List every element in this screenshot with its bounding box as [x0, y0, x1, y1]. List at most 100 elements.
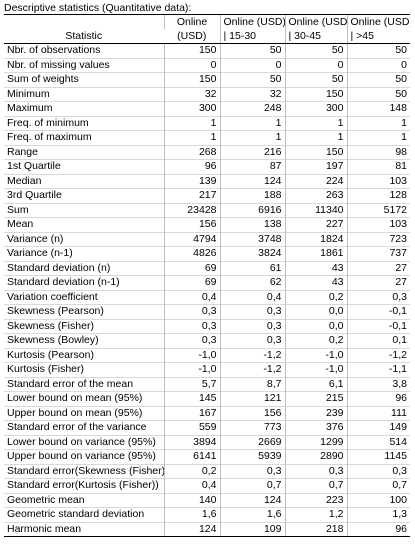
row-value: 773: [219, 420, 285, 435]
row-value: 218: [284, 521, 347, 537]
row-value: 1: [346, 115, 410, 131]
row-value: 140: [163, 492, 220, 508]
row-value: 1,6: [163, 507, 220, 522]
row-value: 11340: [284, 202, 347, 218]
row-value: 50: [219, 72, 285, 87]
row-value: 69: [163, 260, 220, 276]
row-value: 111: [346, 405, 410, 421]
row-value: 0,4: [219, 289, 285, 305]
row-value: 3824: [219, 246, 285, 261]
row-label: Standard deviation (n): [4, 260, 164, 276]
row-value: 376: [284, 420, 347, 435]
row-value: -1,0: [284, 362, 347, 377]
table-header: Statistic Online Online (USD) Online (US…: [4, 14, 410, 44]
table-row: Standard error(Kurtosis (Fisher)) 0,4 0,7 0…: [4, 478, 410, 493]
row-value: 0,3: [163, 304, 220, 319]
table-row: Skewness (Pearson) 0,3 0,3 0,0 -0,1: [4, 304, 410, 319]
row-label: Median: [4, 173, 164, 189]
table-row: Nbr. of missing values 0 0 0 0: [4, 57, 410, 73]
header-row-2: (USD) | 15-30 | 30-45 | >45: [4, 29, 410, 44]
row-label: 1st Quartile: [4, 159, 164, 174]
row-value: 138: [219, 217, 285, 232]
row-value: 121: [219, 391, 285, 406]
row-value: 61: [219, 260, 285, 276]
row-value: 32: [163, 86, 220, 102]
descriptive-statistics-table: Statistic Online Online (USD) Online (US…: [4, 14, 410, 537]
row-value: 6141: [163, 449, 220, 464]
row-label: Geometric mean: [4, 492, 164, 508]
row-value: 3,8: [346, 376, 410, 392]
table-row: Range 268 216 150 98: [4, 144, 410, 160]
row-label: Nbr. of missing values: [4, 57, 164, 73]
row-label: Standard error(Kurtosis (Fisher)): [4, 478, 164, 493]
row-value: 3748: [219, 231, 285, 247]
table-row: Standard error of the mean 5,7 8,7 6,1 3,8: [4, 376, 410, 392]
row-value: 2669: [219, 434, 285, 450]
row-label: Upper bound on variance (95%): [4, 449, 164, 464]
row-value: 103: [346, 217, 410, 232]
row-value: 1: [219, 115, 285, 131]
row-value: 217: [163, 188, 220, 203]
row-value: 124: [163, 521, 220, 537]
table-row: Standard error(Skewness (Fisher)) 0,2 0,3 0…: [4, 463, 410, 479]
row-value: 32: [219, 86, 285, 102]
row-value: -1,2: [219, 347, 285, 363]
row-label: 3rd Quartile: [4, 188, 164, 203]
row-value: -0,1: [346, 304, 410, 319]
row-value: -1,0: [284, 347, 347, 363]
row-value: 0,3: [346, 289, 410, 305]
row-value: 43: [284, 260, 347, 276]
row-value: 1,3: [346, 507, 410, 522]
row-value: 3894: [163, 434, 220, 450]
row-value: 50: [284, 43, 347, 58]
row-value: 50: [346, 86, 410, 102]
row-value: 263: [284, 188, 347, 203]
row-value: 0,3: [163, 333, 220, 348]
table-row: Geometric mean 140 124 223 100: [4, 492, 410, 508]
row-value: 223: [284, 492, 347, 508]
row-label: Variance (n): [4, 231, 164, 247]
row-value: 1,2: [284, 507, 347, 522]
row-value: 1861: [284, 246, 347, 261]
row-value: 215: [284, 391, 347, 406]
row-value: -1,1: [346, 362, 410, 377]
row-label: Variance (n-1): [4, 246, 164, 261]
table-caption: Descriptive statistics (Quantitative dat…: [4, 2, 192, 14]
row-value: 27: [346, 275, 410, 290]
row-label: Skewness (Bowley): [4, 333, 164, 348]
row-label: Upper bound on mean (95%): [4, 405, 164, 421]
row-value: 124: [219, 173, 285, 189]
row-value: 156: [163, 217, 220, 232]
row-value: 514: [346, 434, 410, 450]
row-value: 188: [219, 188, 285, 203]
row-value: 96: [346, 521, 410, 537]
table-row: Skewness (Bowley) 0,3 0,3 0,2 0,1: [4, 333, 410, 348]
row-value: 50: [346, 43, 410, 58]
row-label: Harmonic mean: [4, 521, 164, 537]
column-header-over-45-line2: | >45: [346, 29, 410, 44]
row-value: 103: [346, 173, 410, 189]
row-label: Skewness (Pearson): [4, 304, 164, 319]
row-label: Standard error of the mean: [4, 376, 164, 392]
row-value: 4826: [163, 246, 220, 261]
row-value: 300: [163, 101, 220, 116]
row-label: Skewness (Fisher): [4, 318, 164, 334]
row-label: Sum: [4, 202, 164, 218]
row-value: 0,2: [163, 463, 220, 479]
row-value: 98: [346, 144, 410, 160]
row-value: 0: [219, 57, 285, 73]
row-value: 0: [284, 57, 347, 73]
table-body: Nbr. of observations 150 50 50 50 Nbr. of mis…: [4, 43, 410, 537]
row-value: 139: [163, 173, 220, 189]
row-value: 156: [219, 405, 285, 421]
table-row: 1st Quartile 96 87 197 81: [4, 159, 410, 174]
row-value: 128: [346, 188, 410, 203]
row-label: Standard error of the variance: [4, 420, 164, 435]
table-row: Nbr. of observations 150 50 50 50: [4, 43, 410, 58]
row-value: 50: [284, 72, 347, 87]
row-value: 50: [219, 43, 285, 58]
row-value: 0,4: [163, 478, 220, 493]
column-header-30-45-line1: Online (USD): [284, 14, 347, 29]
table-row: Sum 23428 6916 11340 5172: [4, 202, 410, 218]
column-header-online-usd-line1: Online: [163, 14, 220, 29]
